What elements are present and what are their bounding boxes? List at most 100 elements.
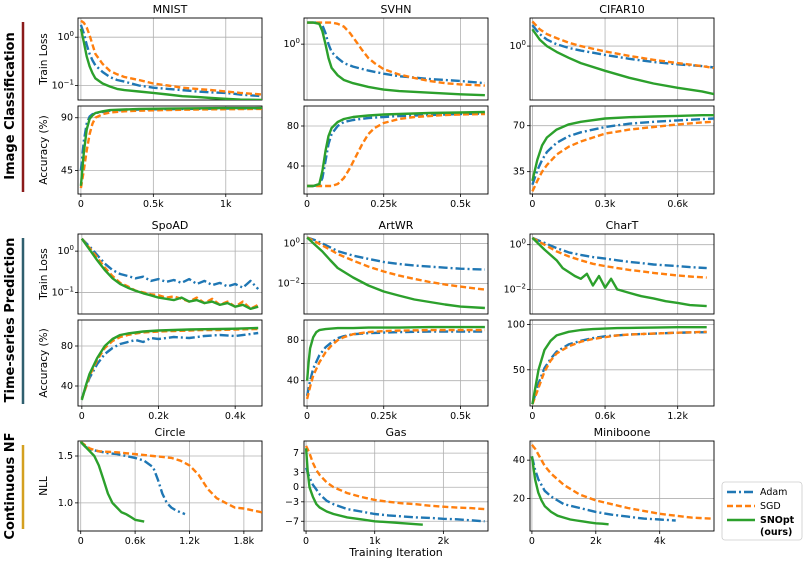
y-tick-label: 80 xyxy=(61,341,73,352)
y-tick-label: 100 xyxy=(509,39,526,52)
series-group xyxy=(80,237,260,310)
series-line-snopt xyxy=(79,28,262,100)
series-line-snopt xyxy=(531,113,714,182)
panel-7: 100 10−2 ArtWR xyxy=(278,219,489,315)
axes-frame xyxy=(303,233,489,315)
series-line-sgd xyxy=(305,328,485,400)
series-group xyxy=(306,236,486,310)
x-axis-label: Training Iteration xyxy=(348,546,443,559)
axes-frame xyxy=(303,105,489,195)
series-line-sgd xyxy=(531,330,707,405)
panel-title: ArtWR xyxy=(379,219,414,232)
series-line-snopt xyxy=(531,237,707,308)
series-line-sgd xyxy=(80,237,259,310)
series-line-sgd xyxy=(305,445,485,511)
series-line-adam xyxy=(306,236,485,271)
series-group xyxy=(531,236,707,308)
series-line-sgd xyxy=(79,441,262,514)
series-group xyxy=(80,326,259,401)
legend-box xyxy=(721,481,803,541)
series-line-snopt xyxy=(80,237,259,310)
y-tick-label: 10−2 xyxy=(278,277,300,290)
group-label: Time-series Prediction xyxy=(3,238,18,403)
axes-frame xyxy=(529,440,715,532)
series-line-adam xyxy=(80,237,260,290)
panel-4: 0 0.25k 0.5k 40 80 xyxy=(287,105,489,210)
panel-14: 0 2k 4k 20 40 Miniboone xyxy=(513,426,715,547)
y-tick-label: 10−1 xyxy=(52,78,74,91)
panel-8: 100 10−2 CharT xyxy=(504,219,715,315)
axes-frame xyxy=(77,233,263,315)
y-tick-label: 100 xyxy=(509,238,526,251)
panel-title: Miniboone xyxy=(594,426,651,439)
series-line-sgd xyxy=(306,236,486,291)
series-line-sgd xyxy=(531,236,707,279)
series-line-sgd xyxy=(79,107,262,189)
series-group xyxy=(307,21,486,97)
series-line-snopt xyxy=(531,28,714,96)
panel-13: 0 1k 2k 7 3 0 −3 −7 Gas xyxy=(285,426,489,547)
y-tick-label: 50 xyxy=(513,365,525,376)
series-line-adam xyxy=(530,456,676,522)
y-tick-label: 100 xyxy=(283,237,300,250)
series-group xyxy=(531,20,714,96)
series-line-snopt xyxy=(531,326,707,405)
y-tick-label: 7 xyxy=(293,448,299,459)
series-group xyxy=(305,325,485,400)
y-tick-label: 100 xyxy=(57,30,74,43)
series-line-snopt xyxy=(307,110,485,188)
x-tick-label: 0 xyxy=(303,536,309,547)
y-tick-label: −3 xyxy=(285,497,299,508)
panel-title: CIFAR10 xyxy=(599,3,644,16)
panel-title: SVHN xyxy=(380,3,411,16)
series-line-sgd xyxy=(531,120,714,192)
axes-frame xyxy=(529,17,715,101)
series-line-sgd xyxy=(307,21,485,87)
y-axis-label: Accuracy (%) xyxy=(38,115,50,184)
y-tick-label: 90 xyxy=(61,113,73,124)
series-line-adam xyxy=(307,21,486,85)
panel-10: 0 0.25k 0.5k 40 80 xyxy=(287,319,489,422)
group-label: Image Classification xyxy=(3,32,18,179)
series-line-adam xyxy=(80,331,259,399)
series-group xyxy=(307,110,485,188)
x-tick-label: 1.2k xyxy=(179,536,200,547)
panel-title: MNIST xyxy=(153,3,188,16)
panel-5: 0 0.3k 0.6k 35 70 xyxy=(513,105,715,210)
axes-frame xyxy=(529,233,715,315)
y-tick-label: −7 xyxy=(285,516,299,527)
panel-11: 0 0.6k 1.2k 50 100 xyxy=(507,320,715,422)
series-line-adam xyxy=(531,117,714,186)
series-line-adam xyxy=(79,441,186,516)
y-tick-label: 10−2 xyxy=(504,282,526,295)
x-tick-label: 2k xyxy=(438,536,450,547)
series-line-adam xyxy=(307,112,485,188)
y-tick-label: 20 xyxy=(513,493,525,504)
x-tick-label: 0 xyxy=(304,411,310,422)
series-line-sgd xyxy=(80,327,259,400)
y-tick-label: 40 xyxy=(61,381,73,392)
group-label: Continuous NF xyxy=(3,432,18,539)
y-tick-label: 45 xyxy=(61,166,73,177)
legend-label-sgd: SGD xyxy=(760,501,781,512)
series-group xyxy=(304,445,485,526)
y-tick-label: 1.0 xyxy=(58,498,73,509)
y-axis-label: Accuracy (%) xyxy=(38,328,50,397)
x-tick-label: 0 xyxy=(304,199,310,210)
axes-frame xyxy=(303,319,489,407)
y-tick-label: 0 xyxy=(293,482,299,493)
series-group xyxy=(79,441,262,523)
series-line-snopt xyxy=(530,456,609,526)
series-line-snopt xyxy=(79,106,262,186)
series-line-adam xyxy=(79,24,262,98)
y-tick-label: 1.5 xyxy=(58,451,73,462)
axes-frame xyxy=(77,440,263,532)
x-tick-label: 0.25k xyxy=(370,199,397,210)
x-tick-label: 0 xyxy=(79,411,85,422)
series-line-sgd xyxy=(80,19,262,96)
axes-frame xyxy=(303,440,489,532)
panel-9: 0 0.2k 0.4k 40 80 Accuracy (%) xyxy=(38,319,263,422)
series-line-adam xyxy=(531,331,707,405)
panel-2: 100 CIFAR10 xyxy=(509,3,715,101)
panel-title: Circle xyxy=(155,426,186,439)
